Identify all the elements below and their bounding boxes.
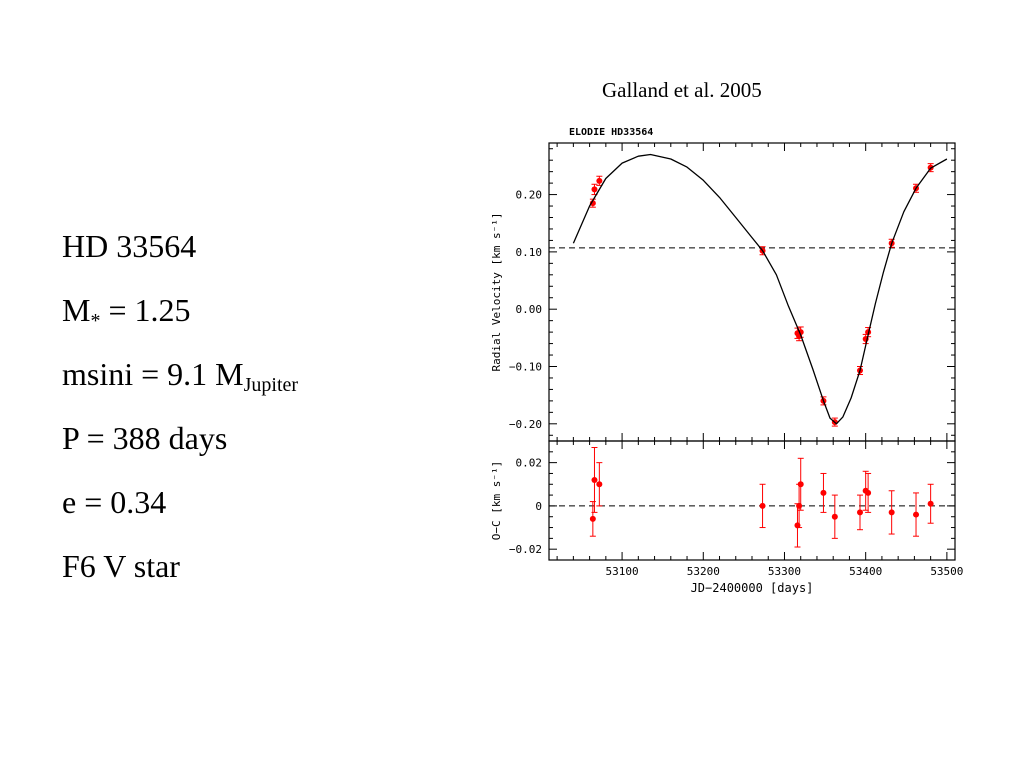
star-name: HD 33564: [62, 228, 197, 264]
x-tick-label: 53100: [606, 565, 639, 578]
data-point: [927, 500, 934, 507]
data-point: [913, 511, 920, 518]
spectral-type: F6 V star: [62, 548, 180, 584]
mass-label: M: [62, 292, 91, 328]
msini-subscript: Jupiter: [243, 374, 299, 396]
x-tick-label: 53300: [768, 565, 801, 578]
eccentricity: e = 0.34: [62, 484, 167, 520]
data-point: [589, 515, 596, 522]
data-point: [596, 481, 603, 488]
y-tick-label: 0.02: [516, 457, 543, 470]
data-point: [797, 481, 804, 488]
chart-title: ELODIE HD33564: [569, 127, 653, 138]
x-tick-label: 53400: [849, 565, 882, 578]
x-axis-label: JD−2400000 [days]: [691, 581, 814, 595]
data-point: [596, 177, 603, 184]
data-point: [591, 186, 598, 193]
panel-frame-2: [548, 440, 956, 561]
y-axis-label: O−C [km s⁻¹]: [490, 461, 503, 540]
y-tick-label: 0.10: [516, 246, 543, 259]
data-point: [865, 489, 872, 496]
mass-value: = 1.25: [100, 292, 191, 328]
data-point: [591, 476, 598, 483]
msini-label: msini = 9.1 M: [62, 356, 244, 392]
y-tick-label: 0.00: [516, 303, 543, 316]
x-tick-label: 53200: [687, 565, 720, 578]
y-tick-label: −0.20: [509, 418, 542, 431]
y-tick-label: 0: [535, 500, 542, 513]
citation-text: Galland et al. 2005: [602, 78, 762, 102]
y-axis-label: Radial Velocity [km s⁻¹]: [490, 213, 503, 372]
data-point: [856, 509, 863, 516]
data-point: [888, 509, 895, 516]
star-info: HD 33564 M* = 1.25 msini = 9.1 MJupiter …: [62, 214, 298, 598]
y-tick-label: 0.20: [516, 189, 543, 202]
model-curve: [572, 153, 948, 425]
data-point: [589, 200, 596, 207]
data-point: [820, 489, 827, 496]
data-point: [759, 502, 766, 509]
orbital-period: P = 388 days: [62, 420, 228, 456]
x-tick-label: 53500: [930, 565, 963, 578]
y-tick-label: −0.10: [509, 361, 542, 374]
panel-frame-1: [548, 142, 956, 442]
y-tick-label: −0.02: [509, 543, 542, 556]
data-point: [831, 513, 838, 520]
star-mass: M* = 1.25: [62, 278, 298, 342]
mass-subscript: *: [90, 310, 101, 332]
planet-msini: msini = 9.1 MJupiter: [62, 342, 298, 406]
